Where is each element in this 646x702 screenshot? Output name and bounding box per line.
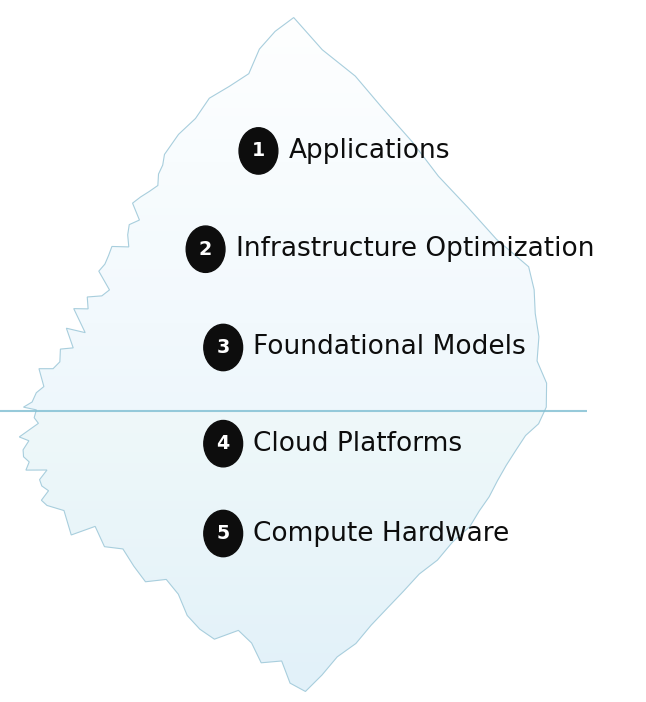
Text: Infrastructure Optimization: Infrastructure Optimization	[236, 236, 594, 263]
Text: Foundational Models: Foundational Models	[253, 334, 526, 361]
Text: 4: 4	[216, 434, 230, 453]
Text: Cloud Platforms: Cloud Platforms	[253, 430, 463, 457]
Text: 3: 3	[216, 338, 230, 357]
Text: 2: 2	[199, 239, 213, 259]
Text: 5: 5	[216, 524, 230, 543]
Text: 1: 1	[252, 141, 265, 161]
Circle shape	[204, 420, 243, 467]
Text: Compute Hardware: Compute Hardware	[253, 520, 510, 547]
Circle shape	[204, 324, 243, 371]
Circle shape	[239, 128, 278, 174]
Circle shape	[204, 510, 243, 557]
Text: Applications: Applications	[288, 138, 450, 164]
Circle shape	[186, 226, 225, 272]
